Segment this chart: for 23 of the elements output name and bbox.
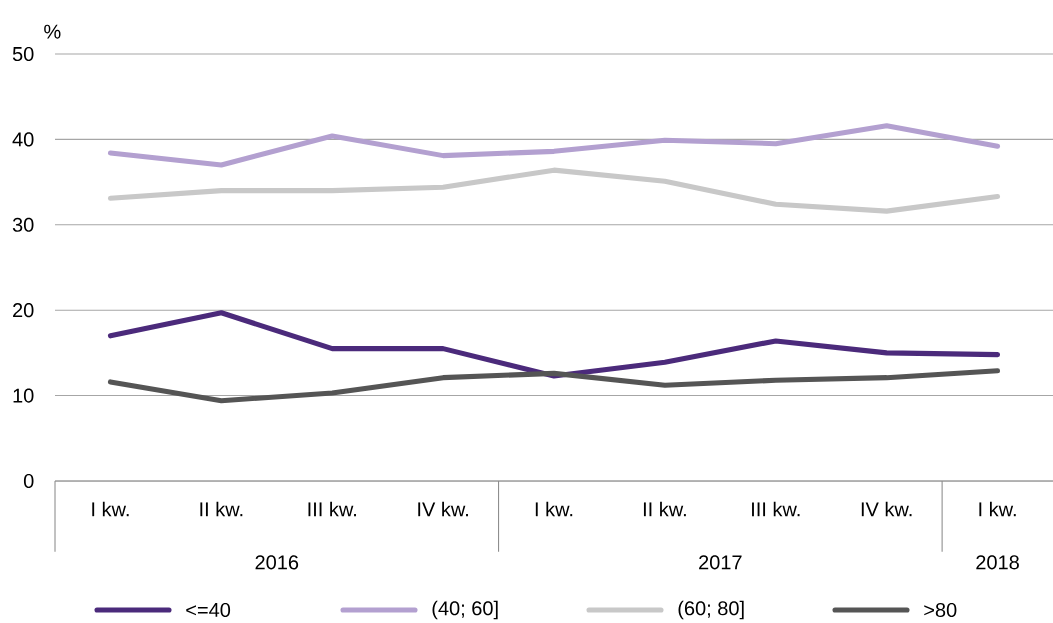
y-tick-label: 0 [23,473,34,489]
y-tick-label: 10 [13,388,34,403]
y-tick-label: 40 [12,132,34,147]
legend-label: <=40 [186,602,231,618]
y-axis-title: % [44,24,61,39]
y-tick-label: 50 [12,46,34,62]
text: 2016 [255,555,299,570]
x-tick-label: IV kw. [418,501,468,517]
x-tick-label: I kw. [92,501,129,517]
x-tick-label: II kw. [643,501,686,517]
legend-label: (40; 60] [432,600,498,620]
y-tick-label: 20 [13,303,34,318]
text: 2018 [976,555,1019,570]
x-tick-label: III kw. [308,501,356,517]
x-tick-label: IV kw. [861,501,912,517]
x-tick-label: III kw. [752,501,800,517]
legend-label: (60; 80] [678,600,744,620]
y-tick-label: 30 [12,217,34,232]
x-tick-label: I kw. [979,501,1016,517]
text: 2017 [699,555,742,570]
x-tick-label: II kw. [200,501,243,517]
x-tick-label: I kw. [535,501,573,517]
legend-label: >80 [924,602,957,618]
